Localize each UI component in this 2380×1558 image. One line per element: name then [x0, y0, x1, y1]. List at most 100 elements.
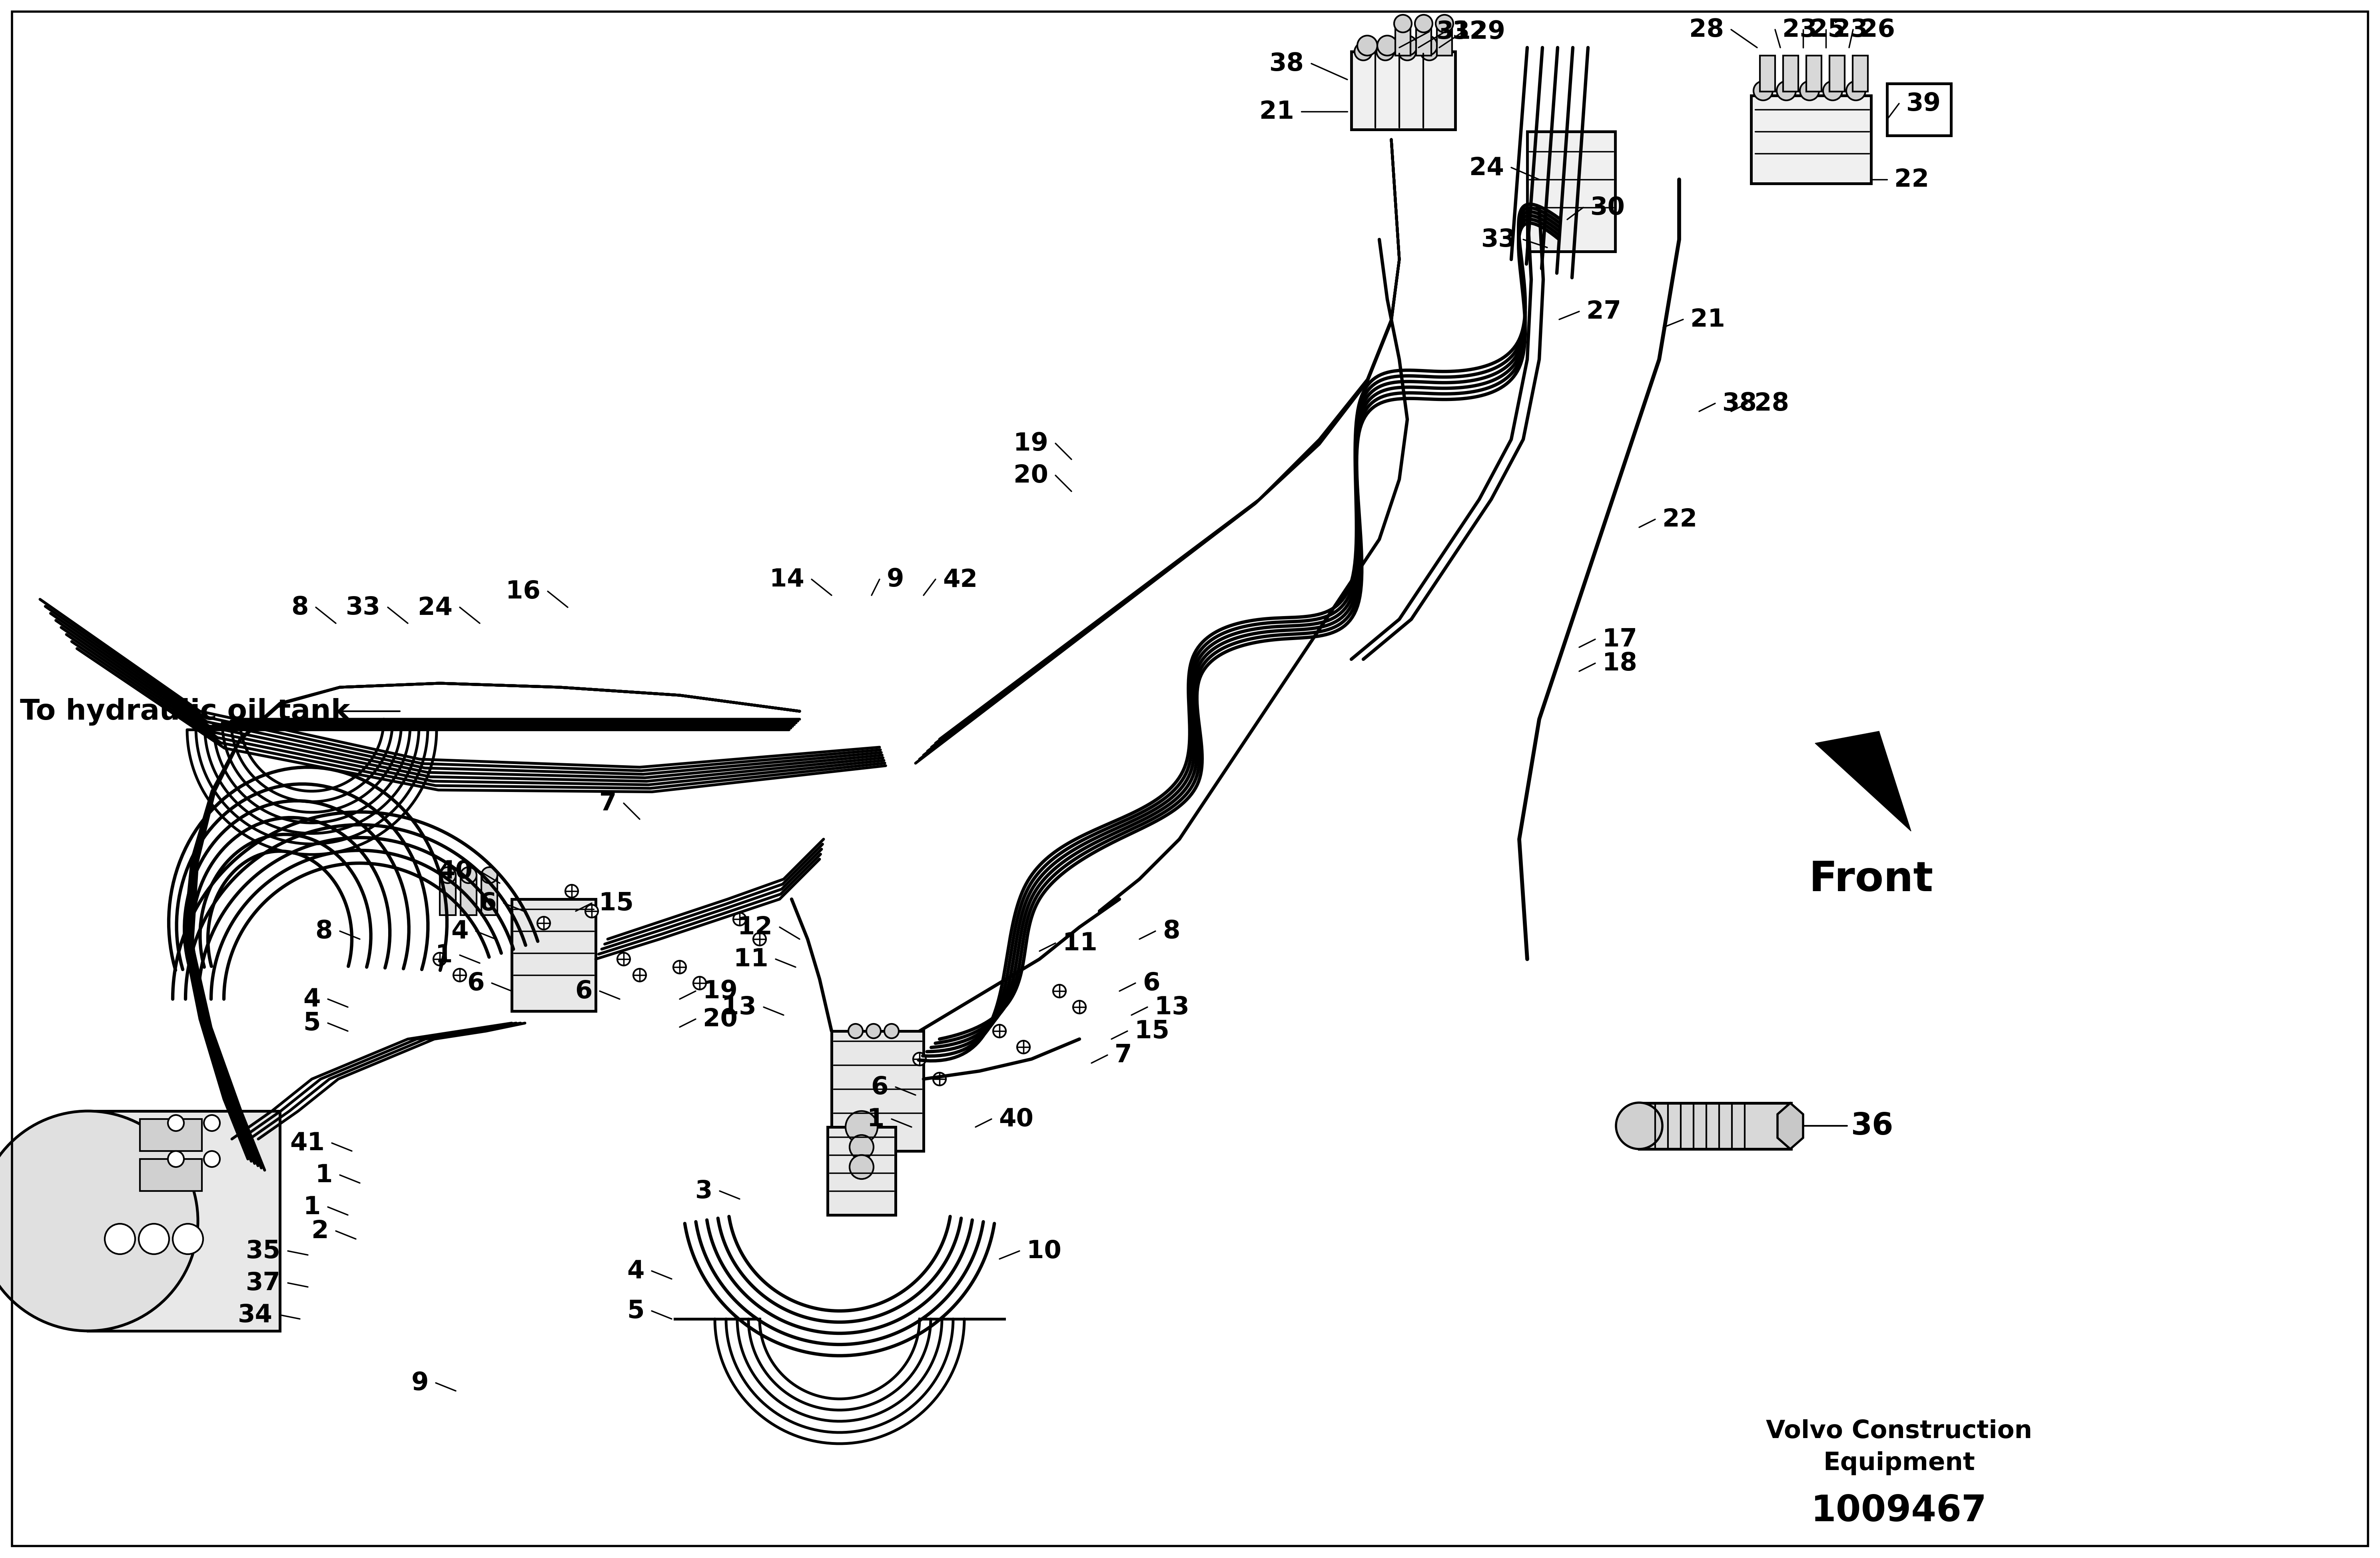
Circle shape: [138, 1225, 169, 1254]
FancyBboxPatch shape: [140, 1159, 202, 1190]
Circle shape: [1421, 44, 1438, 61]
Circle shape: [169, 1151, 183, 1167]
Circle shape: [1395, 16, 1411, 33]
Circle shape: [1416, 36, 1438, 56]
Circle shape: [1414, 16, 1433, 33]
Circle shape: [616, 953, 631, 966]
Circle shape: [933, 1073, 945, 1086]
Text: 6: 6: [466, 971, 486, 996]
Text: 6: 6: [478, 891, 497, 915]
Text: 11: 11: [1061, 932, 1097, 955]
Text: 21: 21: [1259, 100, 1295, 125]
Text: 31: 31: [1438, 20, 1471, 44]
Text: 6: 6: [576, 980, 593, 1003]
Polygon shape: [1778, 1103, 1804, 1150]
Circle shape: [585, 905, 597, 918]
Text: 40: 40: [438, 860, 474, 883]
Text: 1: 1: [314, 1164, 333, 1187]
Text: To hydraulic oil tank: To hydraulic oil tank: [19, 698, 350, 724]
Circle shape: [1354, 44, 1373, 61]
Circle shape: [1399, 44, 1416, 61]
Text: 28: 28: [1690, 19, 1723, 42]
Text: 19: 19: [1014, 432, 1047, 455]
Text: 40: 40: [1000, 1108, 1033, 1131]
Text: 33: 33: [345, 595, 381, 620]
FancyBboxPatch shape: [1887, 84, 1952, 136]
FancyBboxPatch shape: [1830, 56, 1844, 92]
Text: 20: 20: [1014, 464, 1047, 488]
Text: 22: 22: [1661, 508, 1697, 531]
Circle shape: [914, 1053, 926, 1066]
FancyBboxPatch shape: [1759, 56, 1775, 92]
Circle shape: [1754, 81, 1773, 101]
Text: 24: 24: [419, 595, 452, 620]
Text: 5: 5: [302, 1011, 321, 1035]
Circle shape: [1799, 81, 1818, 101]
Text: 7: 7: [600, 791, 616, 815]
Text: 36: 36: [1852, 1111, 1894, 1140]
Text: 12: 12: [738, 915, 774, 939]
Circle shape: [850, 1136, 873, 1159]
Circle shape: [850, 1154, 873, 1179]
Text: 6: 6: [1142, 971, 1159, 996]
Circle shape: [633, 969, 645, 982]
Circle shape: [462, 868, 476, 883]
Text: 4: 4: [626, 1259, 645, 1282]
Text: 13: 13: [1154, 996, 1190, 1019]
Circle shape: [845, 1111, 878, 1144]
FancyBboxPatch shape: [1528, 132, 1616, 252]
Text: 25: 25: [1811, 19, 1844, 42]
Text: 38: 38: [1269, 51, 1304, 76]
FancyBboxPatch shape: [440, 876, 457, 915]
Text: 5: 5: [626, 1299, 645, 1323]
Circle shape: [433, 953, 445, 966]
Circle shape: [752, 933, 766, 946]
Text: Front: Front: [1809, 860, 1933, 899]
Text: 29: 29: [1471, 20, 1504, 44]
FancyBboxPatch shape: [512, 899, 595, 1011]
Text: 28: 28: [1754, 391, 1790, 416]
Circle shape: [1052, 985, 1066, 997]
Text: 10: 10: [1026, 1239, 1061, 1264]
Circle shape: [693, 977, 707, 989]
Text: 13: 13: [721, 996, 757, 1019]
Polygon shape: [1816, 731, 1911, 832]
Text: 21: 21: [1690, 308, 1726, 332]
Text: 8: 8: [1161, 919, 1180, 943]
Circle shape: [105, 1225, 136, 1254]
Circle shape: [174, 1225, 202, 1254]
Text: 8: 8: [290, 595, 309, 620]
Text: Equipment: Equipment: [1823, 1450, 1975, 1475]
Circle shape: [674, 961, 685, 974]
Circle shape: [169, 1116, 183, 1131]
Text: 11: 11: [733, 947, 769, 971]
Text: 33: 33: [1480, 227, 1516, 252]
Text: 35: 35: [245, 1239, 281, 1264]
FancyBboxPatch shape: [1640, 1103, 1792, 1150]
FancyBboxPatch shape: [1352, 51, 1454, 129]
Text: 9: 9: [412, 1371, 428, 1394]
Text: 15: 15: [1135, 1019, 1169, 1044]
FancyBboxPatch shape: [831, 1031, 923, 1151]
Circle shape: [1378, 36, 1397, 56]
Text: 20: 20: [702, 1006, 738, 1031]
Text: 1: 1: [436, 943, 452, 968]
Circle shape: [205, 1116, 219, 1131]
Text: 23: 23: [1783, 19, 1816, 42]
Text: 26: 26: [1861, 19, 1894, 42]
FancyBboxPatch shape: [481, 876, 497, 915]
Text: 23: 23: [1833, 19, 1868, 42]
FancyBboxPatch shape: [1395, 26, 1411, 56]
Text: 6: 6: [871, 1075, 888, 1098]
Text: 17: 17: [1602, 628, 1637, 651]
Text: 1009467: 1009467: [1811, 1493, 1987, 1528]
Circle shape: [1823, 81, 1842, 101]
Text: 19: 19: [702, 980, 738, 1003]
Circle shape: [992, 1025, 1007, 1038]
FancyBboxPatch shape: [1852, 56, 1868, 92]
Circle shape: [1847, 81, 1866, 101]
Text: Volvo Construction: Volvo Construction: [1766, 1419, 2033, 1443]
Circle shape: [566, 885, 578, 897]
Circle shape: [1397, 36, 1416, 56]
Circle shape: [1376, 44, 1395, 61]
